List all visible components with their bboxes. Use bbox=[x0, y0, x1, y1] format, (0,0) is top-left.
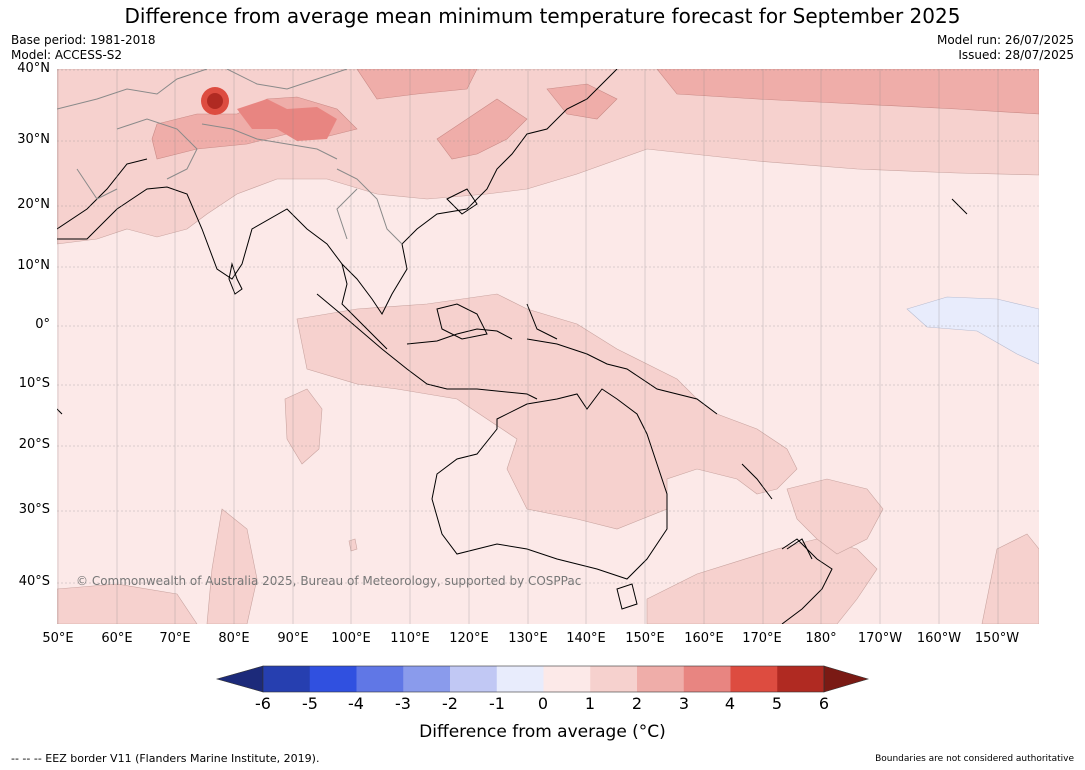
lon-label: 170°W bbox=[857, 631, 903, 646]
lon-label: 170°E bbox=[742, 631, 782, 646]
colorbar-tick: 1 bbox=[584, 694, 596, 713]
lat-label: 40°S bbox=[18, 574, 50, 589]
colorbar-segment bbox=[590, 666, 638, 692]
colorbar-segment bbox=[543, 666, 591, 692]
map-title: Difference from average mean minimum tem… bbox=[124, 4, 961, 28]
lon-label: 50°E bbox=[42, 631, 74, 646]
lat-label: 20°S bbox=[18, 437, 50, 452]
lon-label: 180° bbox=[805, 631, 837, 646]
colorbar-segment bbox=[403, 666, 451, 692]
lon-label: 90°E bbox=[277, 631, 309, 646]
issued-date: Issued: 28/07/2025 bbox=[958, 48, 1074, 62]
lon-label: 110°E bbox=[390, 631, 430, 646]
lat-label: 20°N bbox=[17, 197, 50, 212]
model-name: Model: ACCESS-S2 bbox=[11, 48, 123, 62]
lon-label: 150°W bbox=[974, 631, 1020, 646]
lat-label: 10°S bbox=[18, 376, 50, 391]
anomaly-hotspot bbox=[201, 87, 337, 141]
colorbar-segment bbox=[730, 666, 778, 692]
lon-label: 160°E bbox=[684, 631, 724, 646]
colorbar-segment bbox=[356, 666, 404, 692]
lon-label: 160°W bbox=[916, 631, 962, 646]
colorbar-tick: 0 bbox=[537, 694, 549, 713]
lat-label: 0° bbox=[35, 317, 50, 332]
eez-legend: -- -- -- EEZ border V11 (Flanders Marine… bbox=[11, 752, 320, 765]
lon-label: 120°E bbox=[449, 631, 489, 646]
lon-label: 60°E bbox=[101, 631, 133, 646]
colorbar-extend-high bbox=[823, 665, 870, 693]
coastlines bbox=[57, 69, 968, 624]
colorbar-outline bbox=[262, 665, 825, 693]
forecast-map bbox=[57, 69, 1039, 624]
lon-label: 150°E bbox=[625, 631, 665, 646]
colorbar-segment bbox=[777, 666, 825, 692]
colorbar-segment bbox=[683, 666, 731, 692]
colorbar-tick: -2 bbox=[442, 694, 458, 713]
colorbar-tick: 4 bbox=[724, 694, 736, 713]
colorbar-tick: -4 bbox=[348, 694, 364, 713]
lat-label: 10°N bbox=[17, 258, 50, 273]
colorbar-segment bbox=[450, 666, 498, 692]
model-run: Model run: 26/07/2025 bbox=[936, 33, 1074, 47]
gridlines bbox=[57, 69, 1039, 624]
meta-left: Base period: 1981-2018 Model: ACCESS-S2 bbox=[11, 33, 156, 63]
colorbar-segment bbox=[637, 666, 685, 692]
colorbar-tick: -1 bbox=[489, 694, 505, 713]
lat-label: 40°N bbox=[17, 61, 50, 76]
colorbar-label: Difference from average (°C) bbox=[419, 722, 666, 742]
colorbar-segments bbox=[215, 665, 870, 693]
colorbar-segment bbox=[496, 666, 544, 692]
base-period: Base period: 1981-2018 bbox=[11, 33, 156, 47]
country-borders bbox=[57, 69, 403, 245]
lon-label: 80°E bbox=[218, 631, 250, 646]
lon-label: 140°E bbox=[566, 631, 606, 646]
colorbar-extend-low bbox=[215, 665, 264, 693]
colorbar-segment bbox=[263, 666, 311, 692]
lon-label: 70°E bbox=[159, 631, 191, 646]
boundaries-disclaimer: Boundaries are not considered authoritat… bbox=[875, 754, 1074, 764]
colorbar-tick: -3 bbox=[395, 694, 411, 713]
colorbar-tick: 2 bbox=[631, 694, 643, 713]
colorbar-tick: -6 bbox=[255, 694, 271, 713]
colorbar-tick: 3 bbox=[678, 694, 690, 713]
lon-label: 100°E bbox=[331, 631, 371, 646]
lat-label: 30°S bbox=[18, 502, 50, 517]
lon-label: 130°E bbox=[508, 631, 548, 646]
colorbar-tick: -5 bbox=[302, 694, 318, 713]
copyright-notice: © Commonwealth of Australia 2025, Bureau… bbox=[76, 574, 582, 588]
colorbar-segment bbox=[309, 666, 357, 692]
colorbar-tick: 6 bbox=[818, 694, 830, 713]
colorbar-tick: 5 bbox=[771, 694, 783, 713]
lat-label: 30°N bbox=[17, 132, 50, 147]
meta-right: Model run: 26/07/2025 Issued: 28/07/2025 bbox=[937, 33, 1074, 63]
anomaly-negative-region bbox=[906, 296, 1039, 365]
